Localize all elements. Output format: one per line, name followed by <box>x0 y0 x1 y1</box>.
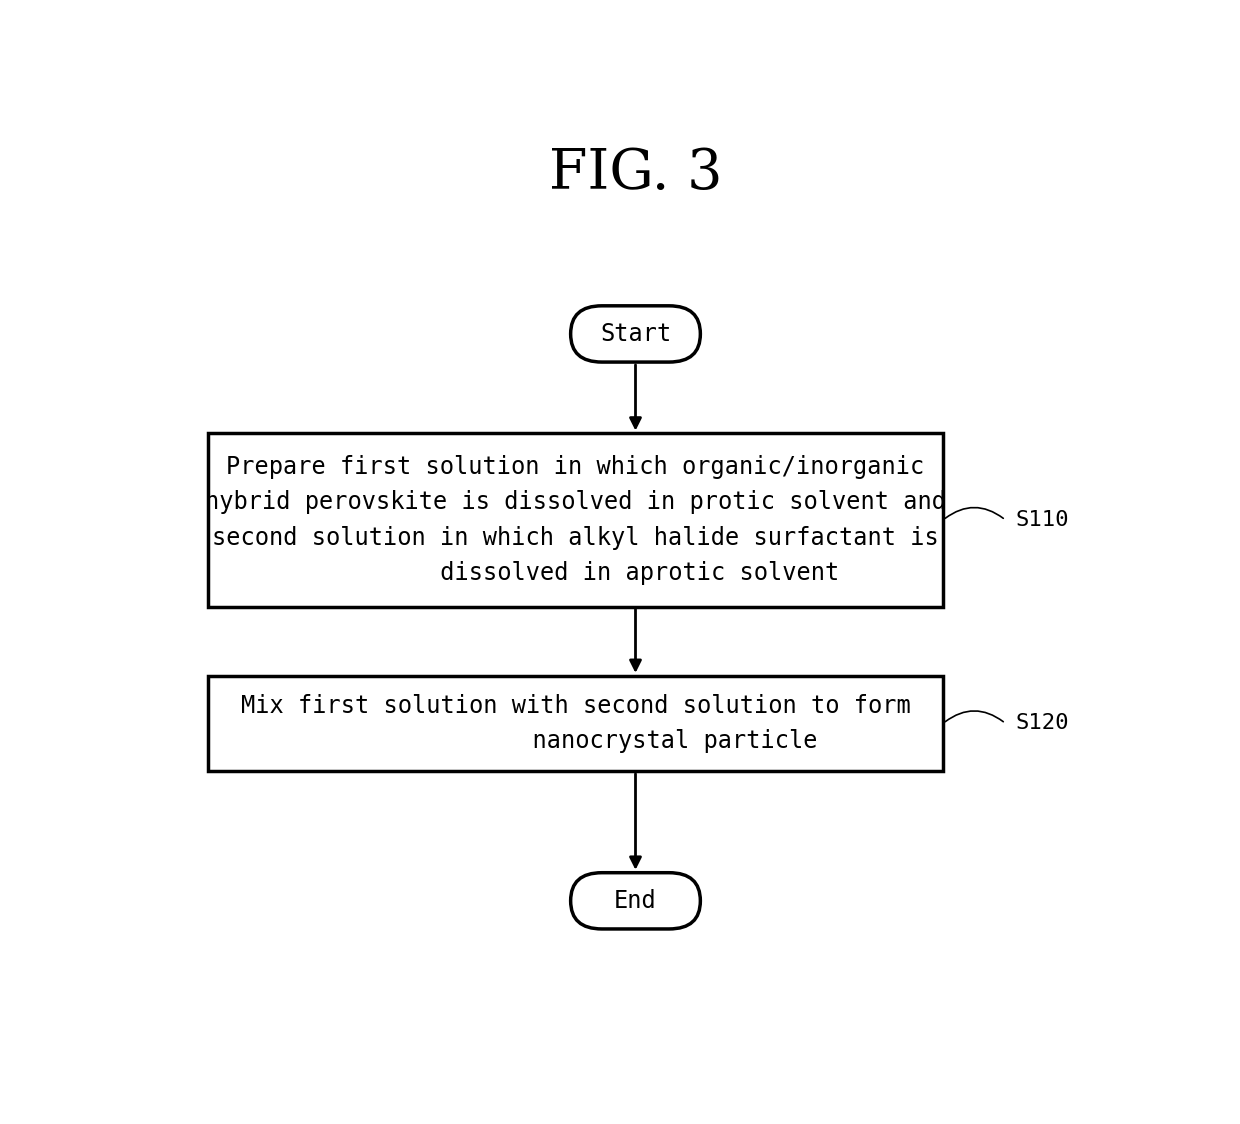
FancyBboxPatch shape <box>208 434 942 607</box>
Text: S110: S110 <box>1016 510 1069 531</box>
FancyBboxPatch shape <box>208 676 942 771</box>
FancyBboxPatch shape <box>570 306 701 362</box>
FancyBboxPatch shape <box>570 872 701 928</box>
Text: Mix first solution with second solution to form
              nanocrystal partic: Mix first solution with second solution … <box>241 694 910 753</box>
Text: S120: S120 <box>1016 714 1069 733</box>
Text: End: End <box>614 889 657 913</box>
Text: Start: Start <box>600 321 671 346</box>
Text: FIG. 3: FIG. 3 <box>549 146 722 201</box>
Text: Prepare first solution in which organic/inorganic
hybrid perovskite is dissolved: Prepare first solution in which organic/… <box>205 455 946 586</box>
